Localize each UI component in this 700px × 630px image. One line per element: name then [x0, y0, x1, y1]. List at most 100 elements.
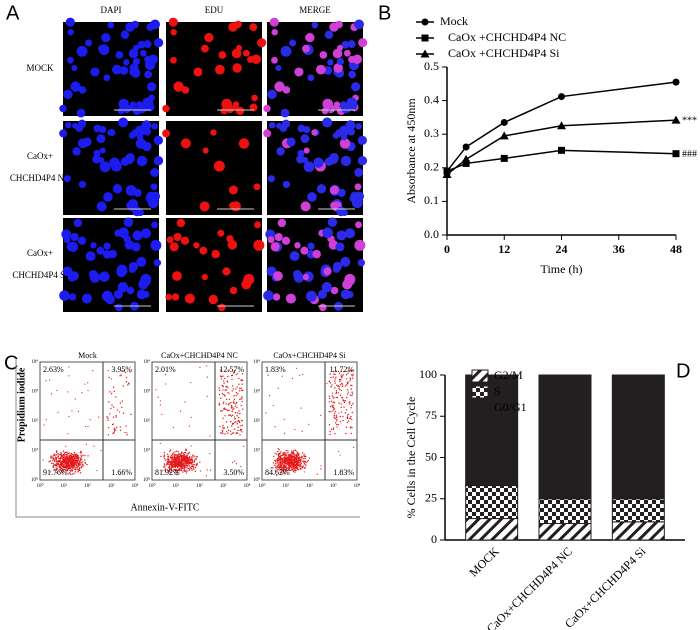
plot-title: CaOx+CHCHD4P4 Si: [273, 351, 346, 360]
x-tick-label: 10⁰: [148, 483, 155, 489]
event: [125, 380, 128, 383]
plot-frame: [151, 361, 248, 481]
event: [81, 463, 84, 465]
cell: [153, 259, 162, 267]
cell: [126, 286, 135, 295]
cell: [123, 217, 134, 228]
event: [285, 452, 287, 454]
event: [186, 454, 188, 457]
event: [302, 458, 304, 460]
event: [291, 461, 293, 463]
cell: [335, 20, 343, 29]
event: [339, 415, 341, 418]
y-tick-label: 0: [431, 532, 437, 546]
cell: [218, 303, 226, 312]
cell: [267, 89, 277, 100]
x-tick-label: 10⁰: [36, 483, 43, 489]
quadrant-percent: 11.72%: [330, 365, 355, 374]
cell: [302, 273, 309, 281]
event: [75, 468, 77, 470]
event: [170, 468, 172, 470]
event: [60, 460, 63, 463]
cell: [67, 56, 74, 64]
cell: [147, 82, 157, 92]
event: [272, 404, 274, 407]
event: [65, 461, 68, 463]
event: [45, 380, 47, 382]
cell: [199, 201, 210, 212]
event: [172, 426, 174, 429]
event: [233, 428, 236, 430]
event: [300, 462, 303, 465]
event: [68, 473, 70, 475]
event: [75, 464, 77, 466]
event: [335, 370, 338, 372]
event: [175, 459, 177, 461]
event: [190, 465, 193, 468]
event: [283, 459, 286, 461]
event: [199, 366, 201, 369]
cell: [199, 246, 208, 255]
event: [190, 445, 192, 447]
event: [113, 390, 115, 393]
event: [220, 397, 222, 399]
event: [230, 433, 232, 435]
cell: [317, 289, 328, 299]
cell: [136, 133, 144, 141]
event: [283, 465, 285, 467]
event: [341, 384, 344, 386]
cell: [354, 168, 364, 177]
event: [223, 407, 226, 409]
event: [227, 409, 229, 412]
event: [332, 376, 334, 378]
event: [279, 463, 282, 465]
event: [179, 463, 181, 466]
event: [62, 460, 64, 463]
cell: [354, 183, 362, 191]
event: [56, 467, 58, 469]
event: [345, 374, 348, 376]
cell: [132, 206, 142, 217]
event: [218, 402, 220, 405]
x-axis-label: Time (h): [541, 262, 583, 276]
event: [334, 410, 337, 413]
event: [182, 452, 184, 454]
event: [74, 462, 77, 465]
cell: [281, 119, 291, 128]
event: [205, 475, 207, 477]
event: [190, 416, 192, 419]
event: [174, 451, 176, 453]
event: [222, 426, 224, 428]
event: [234, 405, 237, 407]
event: [304, 455, 306, 458]
event: [122, 412, 125, 414]
event: [272, 466, 274, 469]
event: [239, 412, 241, 415]
event: [177, 454, 180, 456]
event: [328, 395, 331, 397]
cell: [148, 54, 158, 65]
event: [64, 453, 66, 455]
cell: [202, 147, 209, 154]
cell: [249, 103, 258, 112]
cell: [137, 40, 146, 49]
event: [237, 426, 239, 429]
event: [180, 455, 182, 457]
event: [331, 395, 334, 397]
event: [240, 465, 242, 468]
event: [121, 370, 123, 372]
event: [233, 407, 235, 410]
event: [155, 389, 157, 391]
event: [285, 459, 287, 461]
event: [53, 460, 56, 463]
event: [75, 466, 77, 469]
cell: [249, 23, 258, 32]
event: [303, 453, 305, 455]
event: [176, 456, 178, 458]
cell: [176, 218, 186, 228]
cell: [251, 94, 258, 102]
event: [337, 392, 340, 394]
cell: [170, 56, 177, 64]
event: [79, 464, 81, 466]
